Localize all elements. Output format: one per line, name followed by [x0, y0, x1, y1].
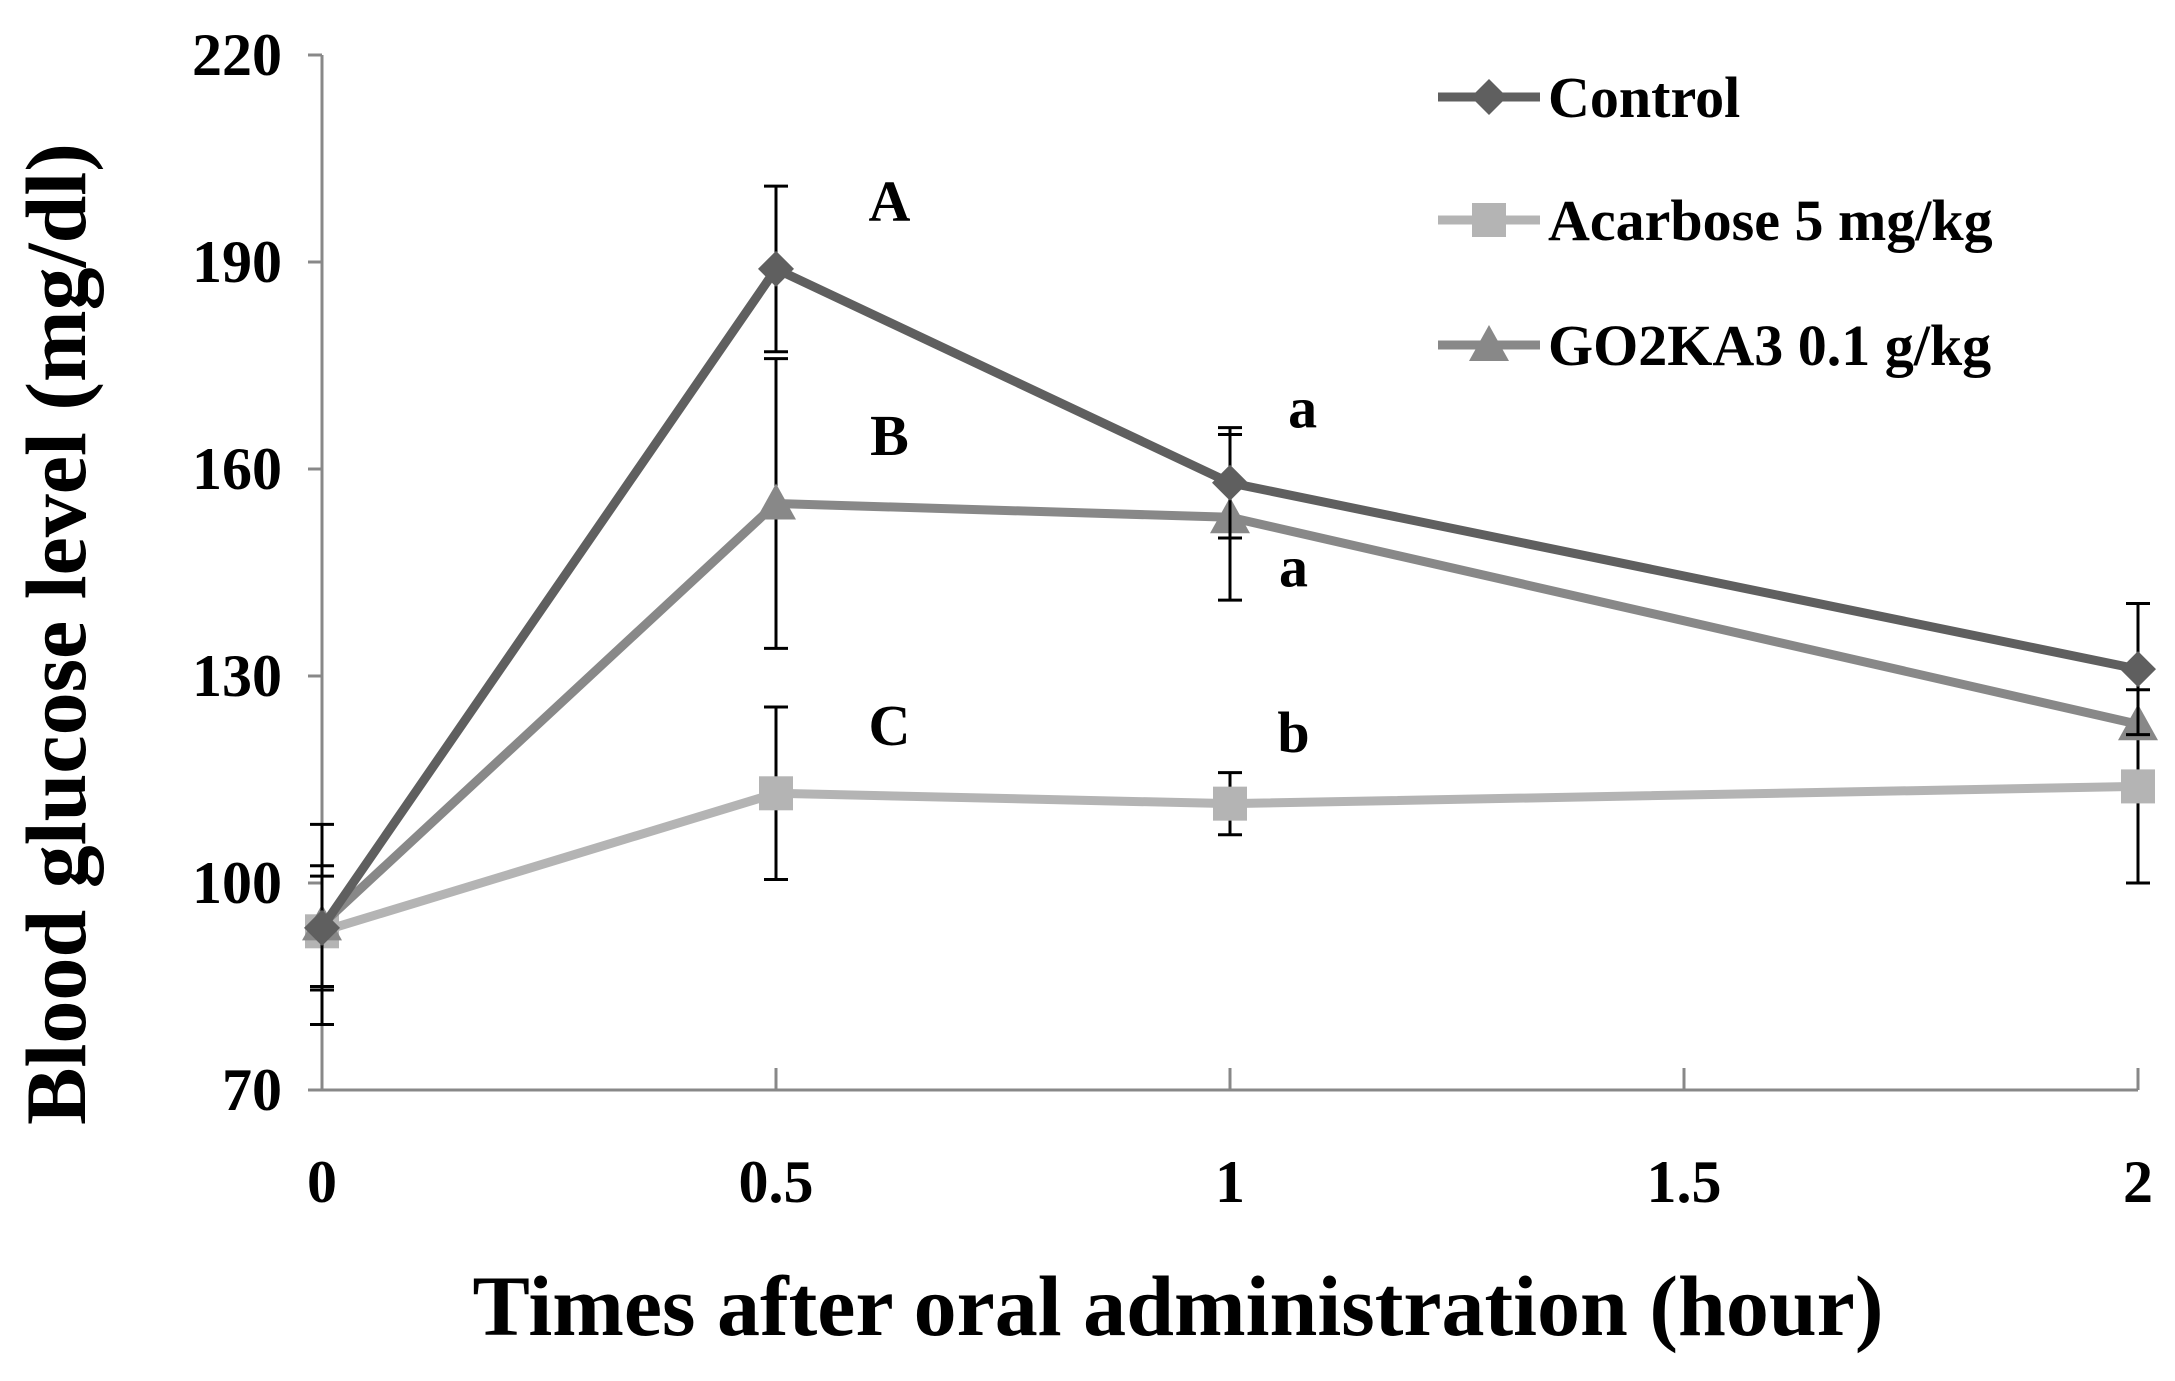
y-tick-label: 70 — [222, 1057, 282, 1123]
x-tick-label: 1 — [1215, 1149, 1245, 1215]
legend-item: Control — [1438, 65, 1740, 130]
annotations: A B Ca a b — [869, 169, 1318, 765]
series-acarbose-5-mg-kg — [305, 688, 2155, 988]
ticks: 70 100 130 160 190 220 0 0.5 1 1.5 2 — [192, 22, 2153, 1215]
series-line — [320, 781, 2139, 936]
data-point — [1213, 786, 1247, 821]
legend-marker — [1471, 79, 1507, 115]
legend-item: GO2KA3 0.1 g/kg — [1438, 313, 1991, 378]
y-tick-label: 190 — [192, 229, 282, 295]
legend-label: Acarbose 5 mg/kg — [1548, 188, 1993, 253]
series-group — [302, 184, 2158, 1026]
data-point — [304, 909, 340, 946]
series-control — [304, 184, 2156, 992]
x-tick-label: 2 — [2123, 1149, 2153, 1215]
x-tick-label: 0 — [307, 1149, 337, 1215]
x-axis-title: Times after oral administration (hour) — [473, 1258, 1884, 1354]
significance-label: b — [1277, 700, 1309, 765]
data-point — [2120, 651, 2156, 688]
data-point — [758, 250, 794, 287]
significance-label: A — [869, 169, 911, 234]
series-line — [318, 264, 2139, 931]
data-point — [759, 776, 793, 811]
significance-label: B — [870, 403, 909, 468]
x-tick-label: 1.5 — [1647, 1149, 1722, 1215]
legend-marker — [1472, 203, 1506, 237]
legend-label: Control — [1548, 65, 1740, 130]
legend: Control Acarbose 5 mg/kg GO2KA3 0.1 g/kg — [1438, 65, 1993, 378]
significance-label: C — [869, 693, 911, 758]
legend-item: Acarbose 5 mg/kg — [1438, 188, 1993, 253]
data-point — [756, 483, 796, 520]
y-tick-label: 130 — [192, 643, 282, 709]
significance-label: a — [1279, 534, 1308, 599]
data-point — [2121, 769, 2155, 804]
y-axis-title: Blood glucose level (mg/dl) — [8, 143, 104, 1125]
y-tick-label: 160 — [192, 436, 282, 502]
x-tick-label: 0.5 — [739, 1149, 814, 1215]
significance-label: a — [1288, 376, 1317, 441]
series-line — [318, 499, 2140, 928]
data-point — [1212, 464, 1248, 501]
y-tick-label: 100 — [192, 850, 282, 916]
y-tick-label: 220 — [192, 22, 282, 88]
legend-label: GO2KA3 0.1 g/kg — [1548, 313, 1991, 378]
legend-marker — [1469, 325, 1509, 361]
